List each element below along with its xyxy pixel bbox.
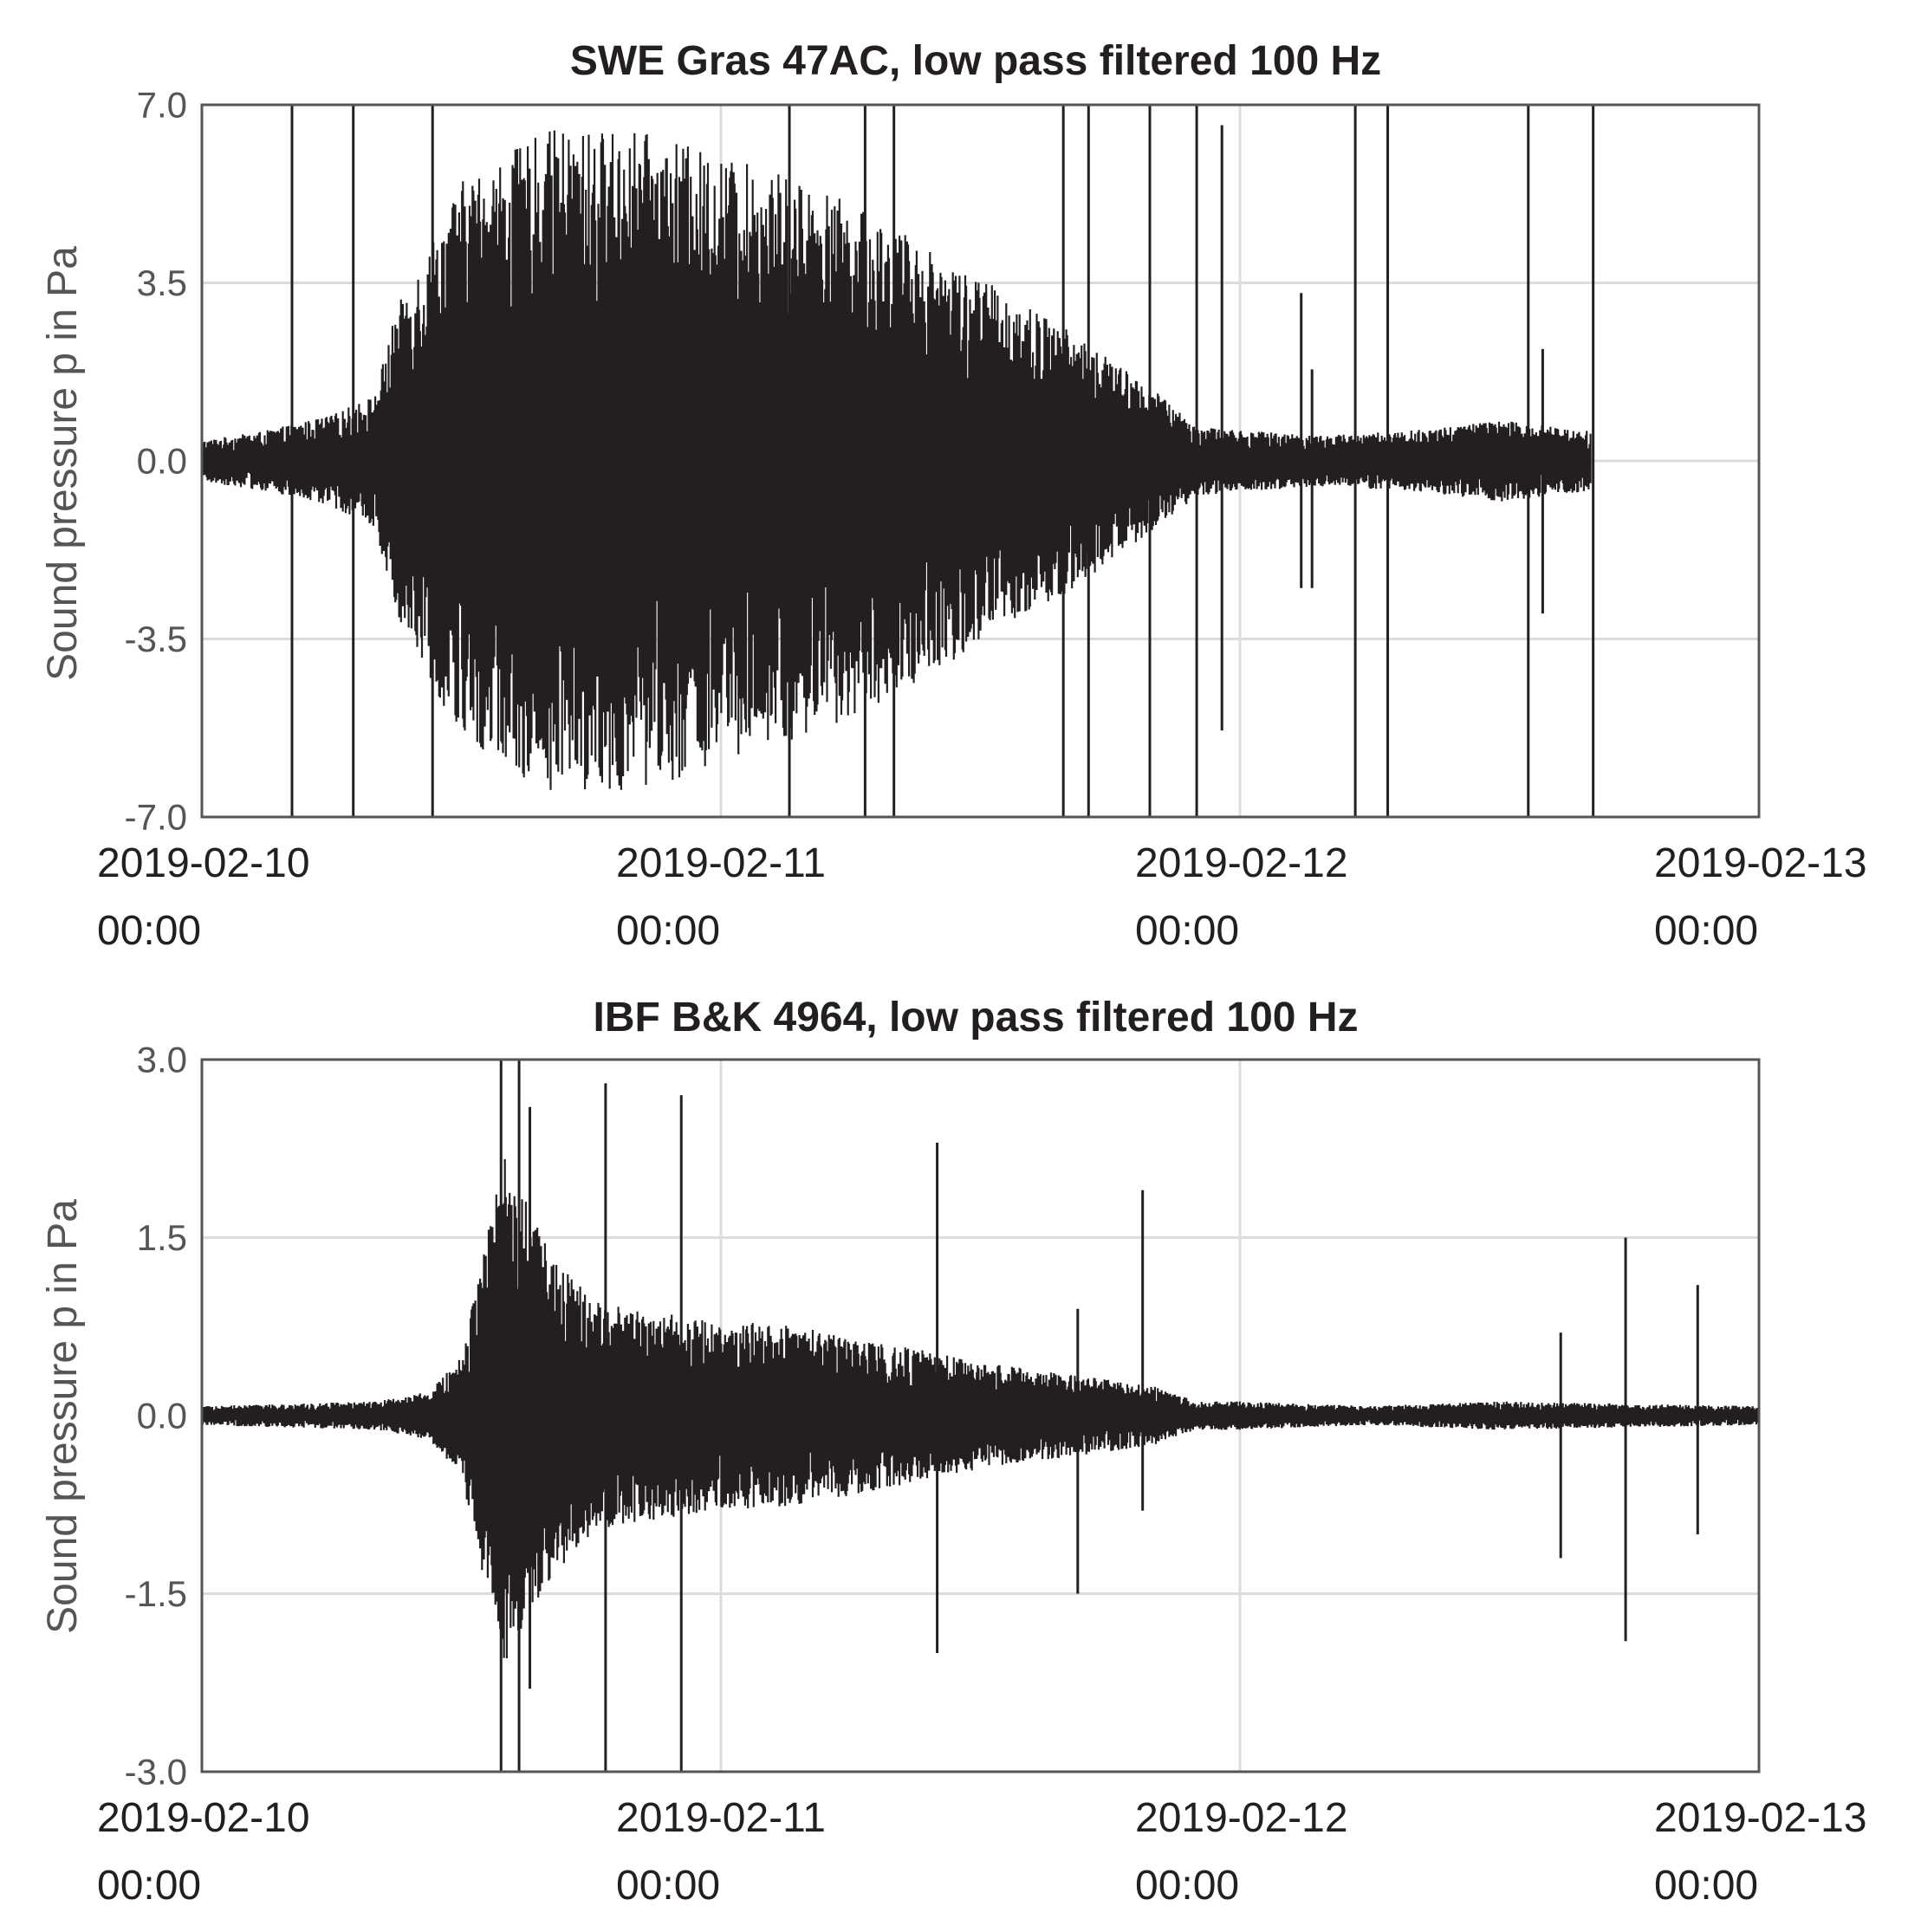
x-tick-date: 2019-02-10 xyxy=(97,840,310,886)
y-tick-label: 7.0 xyxy=(137,85,187,126)
plot-frame xyxy=(200,1058,1761,1773)
y-axis-label: Sound pressure p in Pa xyxy=(40,1199,86,1634)
x-tick-date: 2019-02-13 xyxy=(1654,1795,1867,1841)
y-tick-label: -1.5 xyxy=(125,1573,187,1614)
y-axis-label: Sound pressure p in Pa xyxy=(40,246,86,681)
chart-title: SWE Gras 47AC, low pass filtered 100 Hz xyxy=(570,38,1381,84)
x-tick-date: 2019-02-12 xyxy=(1135,840,1348,886)
x-tick-time: 00:00 xyxy=(616,908,720,954)
x-tick-date: 2019-02-11 xyxy=(616,1795,826,1841)
x-tick-time: 00:00 xyxy=(97,908,201,954)
x-tick-date: 2019-02-11 xyxy=(616,840,826,886)
chart-panel-bottom: IBF B&K 4964, low pass filtered 100 Hz S… xyxy=(40,995,1867,1909)
x-tick-time: 00:00 xyxy=(97,1863,201,1909)
chart-panel-top: SWE Gras 47AC, low pass filtered 100 Hz … xyxy=(40,38,1867,954)
chart-title: IBF B&K 4964, low pass filtered 100 Hz xyxy=(594,995,1359,1041)
x-tick-date: 2019-02-10 xyxy=(97,1795,310,1841)
trace xyxy=(201,1060,1760,1772)
y-tick-label: 3.0 xyxy=(137,1040,187,1080)
y-tick-label: -7.0 xyxy=(125,797,187,838)
y-tick-label: 1.5 xyxy=(137,1217,187,1258)
y-tick-label: -3.5 xyxy=(125,619,187,659)
x-tick-time: 00:00 xyxy=(1135,908,1239,954)
series-waveform xyxy=(201,1158,1760,1659)
y-tick-label: 0.0 xyxy=(137,441,187,482)
x-tick-time: 00:00 xyxy=(1654,1863,1758,1909)
x-tick-date: 2019-02-12 xyxy=(1135,1795,1348,1841)
x-tick-time: 00:00 xyxy=(1135,1863,1239,1909)
x-tick-time: 00:00 xyxy=(1654,908,1758,954)
x-axis-ticks: 2019-02-10 00:00 2019-02-11 00:00 2019-0… xyxy=(97,840,1867,954)
y-axis-ticks: 3.0 1.5 0.0 -1.5 -3.0 xyxy=(125,1040,187,1793)
trace xyxy=(201,105,1595,817)
y-tick-label: 3.5 xyxy=(137,263,187,303)
y-tick-label: -3.0 xyxy=(125,1752,187,1793)
x-tick-date: 2019-02-13 xyxy=(1654,840,1867,886)
x-axis-ticks: 2019-02-10 00:00 2019-02-11 00:00 2019-0… xyxy=(97,1795,1867,1909)
y-axis-ticks: 7.0 3.5 0.0 -3.5 -7.0 xyxy=(125,85,187,838)
x-tick-time: 00:00 xyxy=(616,1863,720,1909)
y-tick-label: 0.0 xyxy=(137,1396,187,1436)
plot-frame xyxy=(200,103,1761,819)
